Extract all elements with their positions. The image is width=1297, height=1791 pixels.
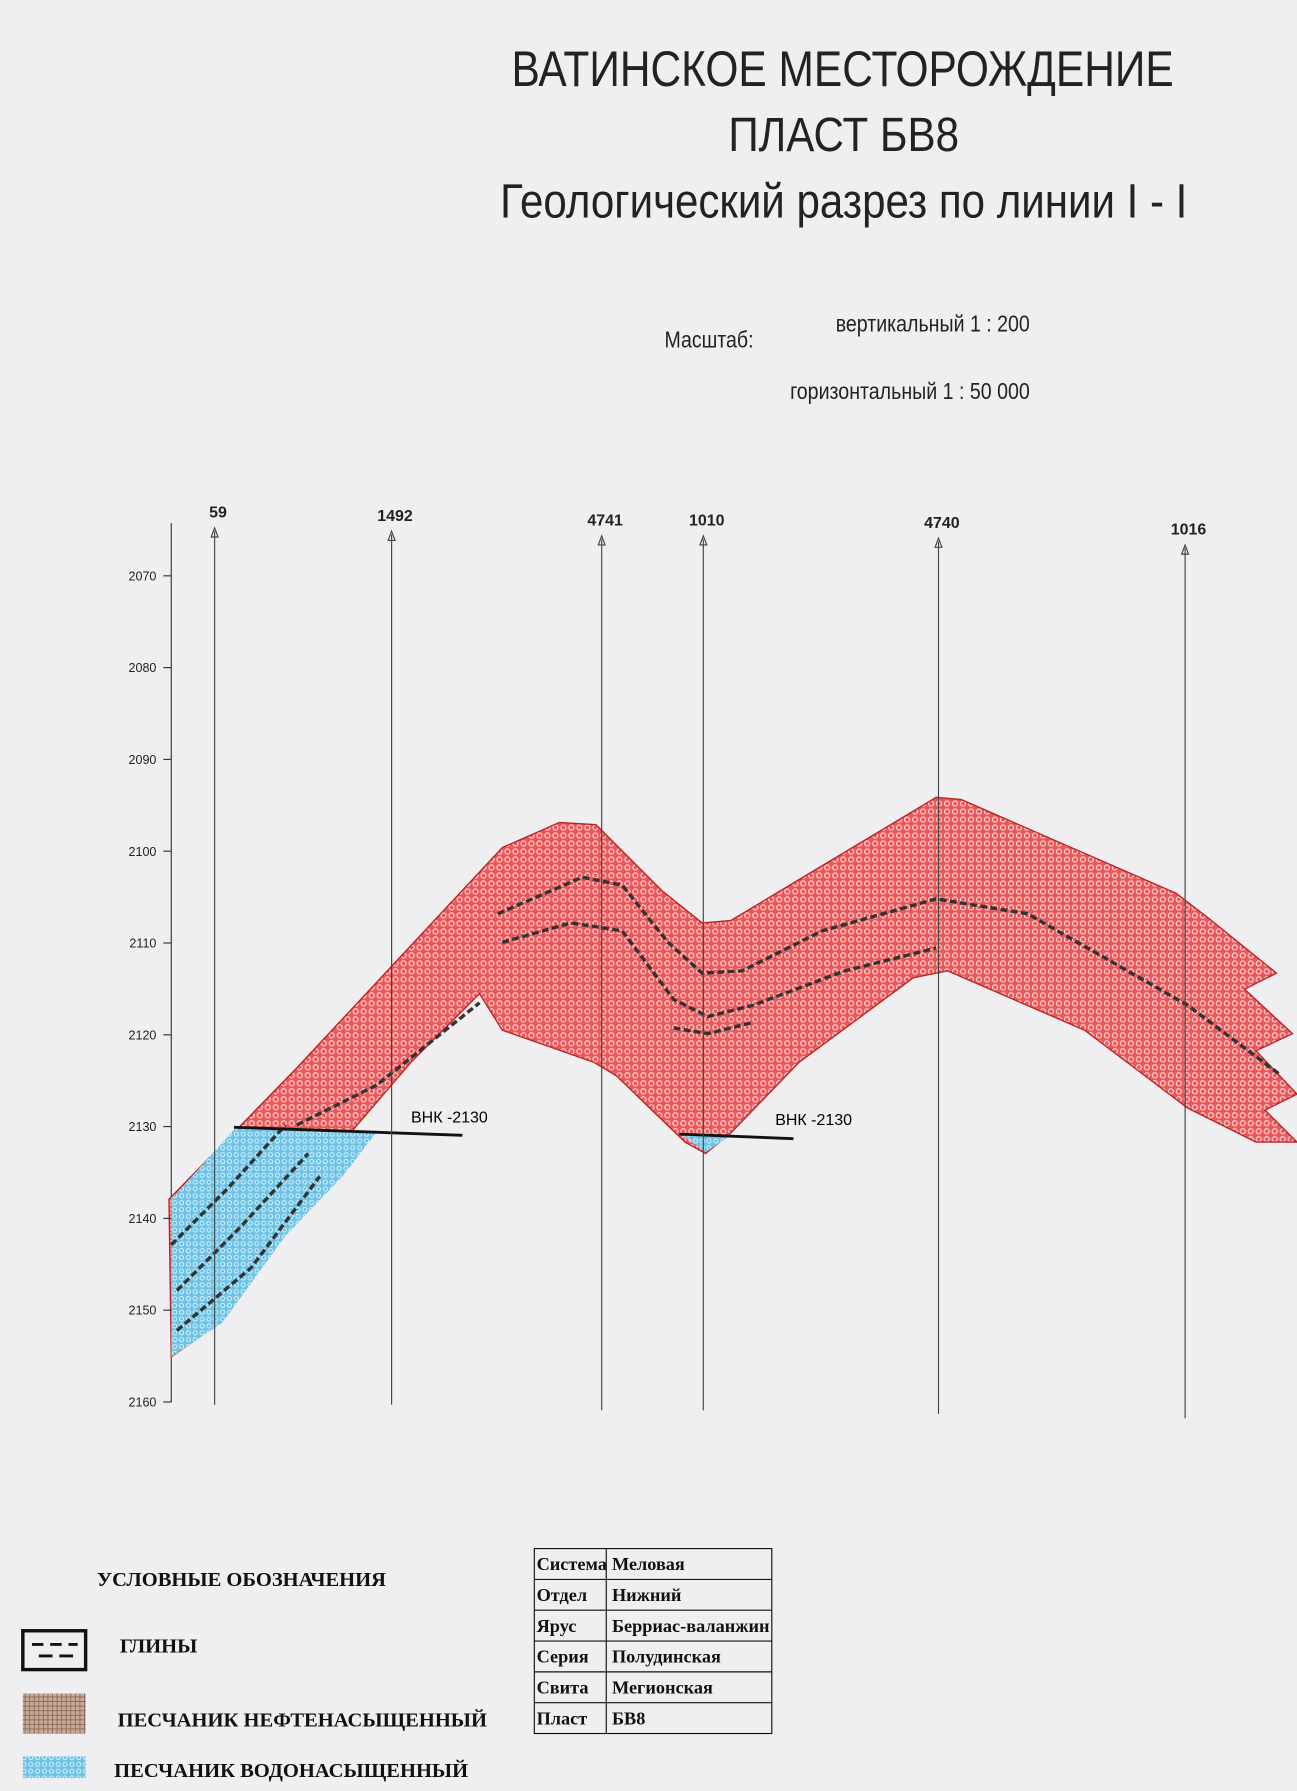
table-cell: БВ8 (612, 1708, 645, 1728)
well-label: 59 (209, 505, 227, 522)
depth-label: 2100 (128, 845, 156, 859)
well-label: 4740 (924, 515, 960, 532)
clay-layers (170, 875, 1280, 1332)
legend-swatch-water (22, 1756, 86, 1779)
clay-layer (175, 1152, 310, 1292)
header: ВАТИНСКОЕ МЕСТОРОЖДЕНИЕ ПЛАСТ БВ8 Геолог… (500, 41, 1187, 404)
depth-label: 2090 (128, 753, 156, 767)
legend-title: УСЛОВНЫЕ ОБОЗНАЧЕНИЯ (97, 1569, 386, 1591)
table-cell: Пласт (537, 1708, 588, 1728)
legend-item: ПЕСЧАНИК НЕФТЕНАСЫЩЕННЫЙ (118, 1709, 487, 1732)
title-line: ПЛАСТ БВ8 (728, 109, 959, 162)
scale-horizontal: горизонтальный 1 : 50 000 (790, 378, 1030, 404)
legend-swatch-clay-dashes (31, 1643, 78, 1658)
legend-swatch-clay (21, 1629, 88, 1672)
well-label: 1492 (377, 508, 413, 525)
well-arrow (597, 534, 606, 546)
clay-layer (296, 1001, 481, 1127)
legend-item: ГЛИНЫ (120, 1635, 197, 1657)
legend: УСЛОВНЫЕ ОБОЗНАЧЕНИЯ ГЛИНЫ ПЕСЧАНИК НЕФТ… (21, 1569, 487, 1782)
well-arrow (699, 534, 708, 546)
table-cell: Меловая (612, 1554, 685, 1574)
depth-label: 2140 (128, 1212, 156, 1226)
owc-line (234, 1125, 463, 1137)
depth-label: 2080 (128, 661, 156, 675)
depth-label: 2120 (128, 1028, 156, 1042)
legend-swatch-oil (22, 1693, 86, 1734)
well-arrow (210, 526, 219, 538)
clay-layer (497, 875, 1280, 1075)
depth-label: 2110 (129, 937, 156, 951)
well-label: 4741 (587, 513, 623, 530)
depth-label: 2160 (128, 1396, 156, 1410)
water-sandstone (682, 1135, 731, 1153)
owc-label: ВНК -2130 (411, 1110, 488, 1127)
clay-layer (501, 921, 937, 1019)
table-cell: Мегионская (612, 1678, 713, 1698)
clay-layer (170, 1123, 287, 1247)
table-cell: Ярус (537, 1616, 577, 1636)
clay-layer (673, 1020, 754, 1036)
well-arrow (934, 536, 943, 548)
well-arrow (387, 529, 396, 541)
legend-item: ПЕСЧАНИК ВОДОНАСЫЩЕННЫЙ (114, 1759, 468, 1782)
oil-sandstone (168, 796, 1297, 1359)
water-sandstone (171, 1128, 377, 1357)
scale-vertical: вертикальный 1 : 200 (836, 310, 1030, 336)
scale-label: Масштаб: (664, 326, 753, 352)
title-line: Геологический разрез по линии I - I (500, 175, 1187, 228)
table-cell: Полудинская (612, 1647, 721, 1667)
title-line: ВАТИНСКОЕ МЕСТОРОЖДЕНИЕ (511, 41, 1173, 97)
table-cell: Отдел (537, 1585, 588, 1605)
section: ВНК -2130 ВНК -2130 (168, 523, 1297, 1403)
table-cell: Серия (537, 1647, 589, 1667)
depth-label: 2150 (128, 1304, 156, 1318)
well-arrow (1180, 543, 1190, 555)
depth-label: 2130 (128, 1120, 156, 1134)
table-cell: Свита (537, 1678, 589, 1698)
stratigraphy-table: Система Меловая Отдел Нижний Ярус Берриас-вал… (533, 1547, 773, 1735)
table-cell: Нижний (612, 1585, 682, 1605)
table-cell: Берриас-валанжин (612, 1616, 770, 1636)
table-cell: Система (537, 1554, 607, 1574)
well-label: 1010 (689, 513, 725, 530)
owc-line (679, 1132, 794, 1141)
owc-label: ВНК -2130 (775, 1112, 852, 1129)
well-label: 1016 (1171, 522, 1207, 539)
depth-label: 2070 (128, 569, 156, 583)
clay-layer (175, 1175, 322, 1332)
